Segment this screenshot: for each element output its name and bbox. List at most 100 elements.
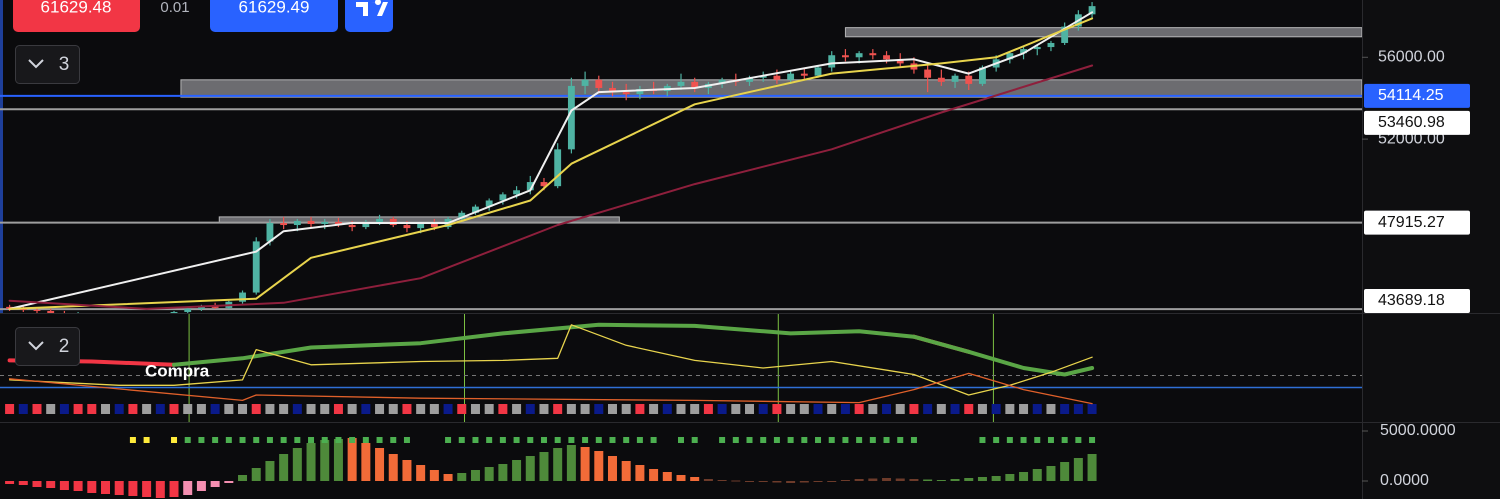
candle-body: [321, 221, 329, 225]
candle-body: [622, 92, 630, 95]
series-line: [8, 64, 1094, 310]
signal-dot: [979, 437, 986, 443]
signal-dot: [815, 437, 822, 443]
status-cell: [306, 404, 316, 414]
candle-body: [362, 221, 370, 228]
status-cell: [101, 404, 111, 414]
signal-dot: [212, 437, 219, 443]
candle-body: [677, 81, 685, 86]
status-cell: [402, 404, 412, 414]
status-cell: [114, 404, 124, 414]
histogram-bar: [635, 465, 645, 481]
signal-dot: [458, 437, 465, 443]
signal-dot: [294, 437, 301, 443]
signal-dot: [568, 437, 575, 443]
histogram-bar: [1073, 458, 1083, 481]
histogram-bar: [525, 456, 535, 481]
status-cell: [690, 404, 700, 414]
signal-dot: [719, 437, 726, 443]
histogram-bar: [895, 478, 905, 481]
series-line: [172, 322, 1095, 377]
status-cell: [1073, 404, 1083, 414]
status-cell: [703, 404, 713, 414]
histogram-bar: [799, 481, 809, 483]
histogram-bar: [703, 479, 713, 481]
histogram-bar: [909, 479, 919, 481]
status-cell: [649, 404, 659, 414]
status-cell: [388, 404, 398, 414]
main-pane: [6, 2, 1096, 313]
histogram-bar: [758, 481, 768, 482]
signal-dot: [993, 437, 1000, 443]
histogram-bar: [457, 473, 467, 481]
series-line: [8, 11, 1094, 310]
status-cell: [964, 404, 974, 414]
candle-body: [691, 81, 699, 88]
candle-body: [33, 309, 41, 311]
status-cell: [375, 404, 385, 414]
status-cell: [813, 404, 823, 414]
signal-dot: [472, 437, 479, 443]
status-cell: [498, 404, 508, 414]
histogram-bar: [649, 469, 659, 481]
signal-dot: [403, 437, 410, 443]
histogram-bar: [279, 454, 289, 481]
signal-dot: [390, 437, 397, 443]
price-label-box: [1364, 110, 1470, 135]
histogram-bar: [840, 480, 850, 481]
candle-body: [239, 292, 246, 302]
collapse-button[interactable]: [15, 327, 80, 366]
sell-button[interactable]: [13, 0, 140, 32]
status-cell: [580, 404, 590, 414]
status-cell: [361, 404, 371, 414]
status-cell: [786, 404, 796, 414]
left-edge: [0, 0, 3, 313]
candle-body: [389, 218, 397, 226]
histogram-bar: [882, 478, 892, 481]
chevron: [28, 59, 44, 69]
histogram-bar: [1046, 466, 1056, 481]
signal-dot: [760, 437, 767, 443]
candle-body: [979, 67, 986, 84]
oscillator-pane: Compra: [0, 314, 1362, 422]
signal-dot: [678, 437, 684, 443]
candle-body: [1088, 6, 1096, 15]
price-label: 53460.98: [1378, 114, 1445, 131]
candle-body: [896, 59, 904, 64]
signal-dot: [1034, 437, 1041, 443]
candle-body: [718, 79, 726, 84]
signal-dot: [280, 437, 287, 443]
candle-body: [252, 241, 260, 293]
histogram-bar: [936, 480, 946, 481]
histogram-bar: [265, 461, 275, 481]
status-cell: [46, 404, 56, 414]
signal-dot: [595, 437, 602, 443]
price-label: 47915.27: [1378, 214, 1445, 231]
signal-dot: [143, 437, 150, 443]
candle-body: [883, 55, 890, 60]
status-cell: [196, 404, 206, 414]
status-cell: [635, 404, 645, 414]
signal-dot: [527, 437, 534, 443]
status-cell: [238, 404, 248, 414]
status-cell: [594, 404, 604, 414]
buy-button[interactable]: [210, 0, 338, 32]
status-cell: [758, 404, 768, 414]
candle-body: [842, 55, 849, 58]
status-cell: [5, 404, 15, 414]
signal-dot: [897, 437, 904, 443]
series-line: [8, 372, 1093, 405]
status-cell: [87, 404, 97, 414]
histogram-bar: [566, 445, 576, 481]
signal-dot: [184, 437, 191, 443]
histogram-bar: [731, 480, 741, 482]
signal-dot: [349, 437, 356, 443]
collapse-button[interactable]: [15, 45, 80, 84]
histogram-bar: [320, 440, 330, 481]
status-cell: [662, 404, 672, 414]
candle-body: [211, 305, 219, 308]
signal-dot: [129, 437, 136, 443]
status-cell: [251, 404, 261, 414]
candle-body: [581, 79, 589, 86]
